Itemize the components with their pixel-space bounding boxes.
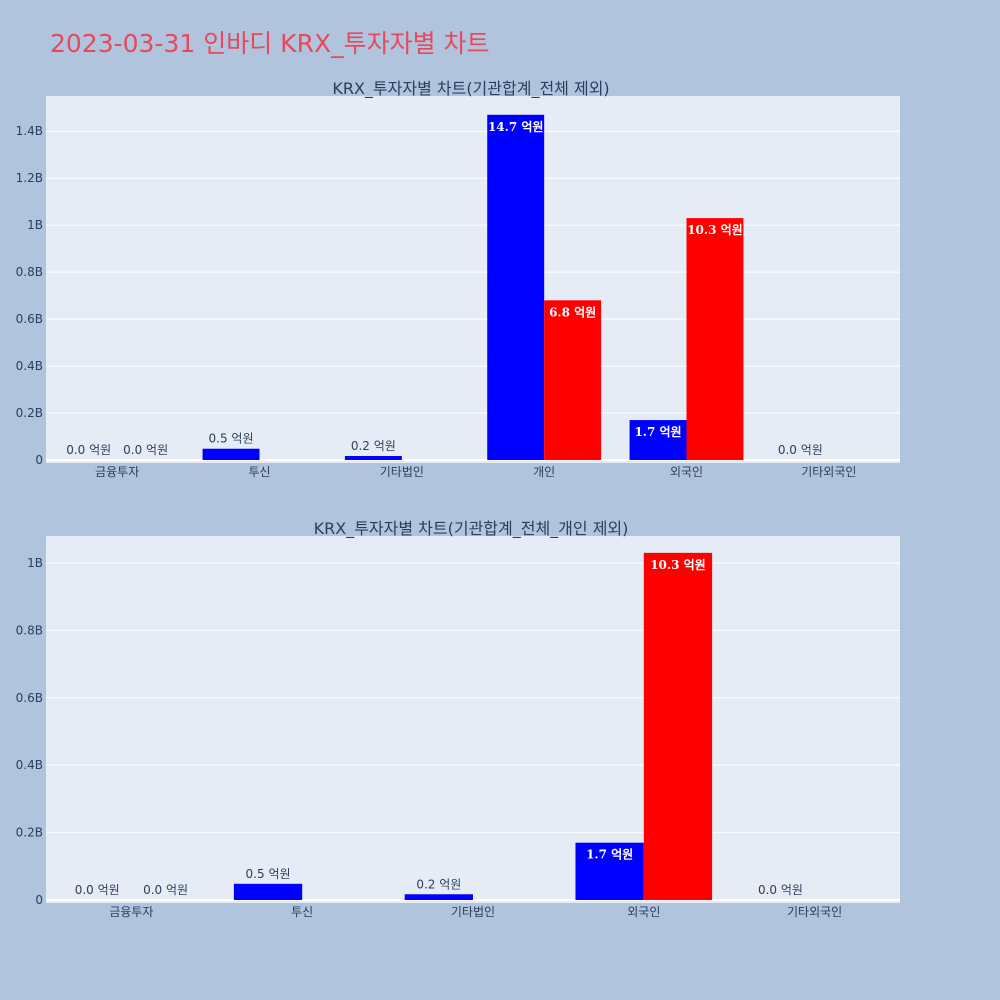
data-label: 0.0 억원 — [123, 443, 168, 457]
bar — [404, 894, 473, 900]
data-label: 0.0 억원 — [758, 883, 803, 897]
y-tick-label: 0.2B — [16, 406, 43, 420]
y-tick-label: 1.2B — [16, 171, 43, 185]
x-tick-label: 개인 — [533, 465, 555, 479]
plot-area-1 — [46, 96, 900, 463]
bar — [686, 218, 744, 460]
data-label: 0.0 억원 — [143, 883, 188, 897]
x-tick-label: 기타외국인 — [801, 465, 856, 479]
data-label: 0.5 억원 — [246, 867, 291, 881]
x-tick-label: 외국인 — [627, 905, 660, 919]
x-tick-label: 기타법인 — [380, 465, 424, 479]
y-tick-label: 0 — [35, 893, 43, 907]
bar — [643, 552, 713, 900]
bar — [202, 448, 260, 460]
data-label: 0.5 억원 — [209, 432, 254, 446]
y-tick-label: 0.6B — [16, 312, 43, 326]
x-tick-label: 외국인 — [670, 465, 703, 479]
y-tick-label: 0.2B — [16, 826, 43, 840]
bar — [575, 842, 644, 900]
data-label: 0.0 억원 — [778, 443, 823, 457]
y-tick-label: 0 — [35, 453, 43, 467]
bar — [629, 420, 687, 460]
data-label: 10.3 억원 — [687, 223, 743, 237]
y-tick-label: 0.6B — [16, 691, 43, 705]
y-tick-label: 1B — [27, 218, 43, 232]
bar — [344, 456, 402, 460]
x-tick-label: 금융투자 — [95, 465, 139, 479]
data-label: 0.2 억원 — [351, 439, 396, 453]
y-tick-label: 0.8B — [16, 265, 43, 279]
x-tick-label: 금융투자 — [109, 905, 153, 919]
data-label: 0.0 억원 — [75, 883, 120, 897]
x-tick-label: 투신 — [248, 465, 270, 479]
x-tick-label: 기타법인 — [451, 905, 495, 919]
y-tick-label: 0.8B — [16, 623, 43, 637]
y-tick-label: 0.4B — [16, 758, 43, 772]
chart-title-1: KRX_투자자별 차트(기관합계_전체 제외) — [332, 79, 609, 99]
data-label: 6.8 억원 — [549, 305, 596, 319]
plot-area-2 — [46, 536, 900, 903]
x-tick-label: 투신 — [291, 905, 313, 919]
data-label: 0.2 억원 — [416, 877, 461, 891]
data-label: 0.0 억원 — [66, 443, 111, 457]
bar — [233, 883, 303, 900]
page-title: 2023-03-31 인바디 KRX_투자자별 차트 — [50, 29, 490, 58]
data-label: 10.3 억원 — [650, 558, 706, 572]
x-tick-label: 기타외국인 — [787, 905, 842, 919]
y-tick-label: 1.4B — [16, 124, 43, 138]
data-label: 1.7 억원 — [634, 425, 681, 439]
chart-title-2: KRX_투자자별 차트(기관합계_전체_개인 제외) — [314, 519, 629, 539]
data-label: 14.7 억원 — [488, 120, 544, 134]
data-label: 1.7 억원 — [586, 848, 633, 862]
y-tick-label: 0.4B — [16, 359, 43, 373]
bar — [544, 300, 602, 460]
y-tick-label: 1B — [27, 556, 43, 570]
bar — [487, 114, 545, 460]
